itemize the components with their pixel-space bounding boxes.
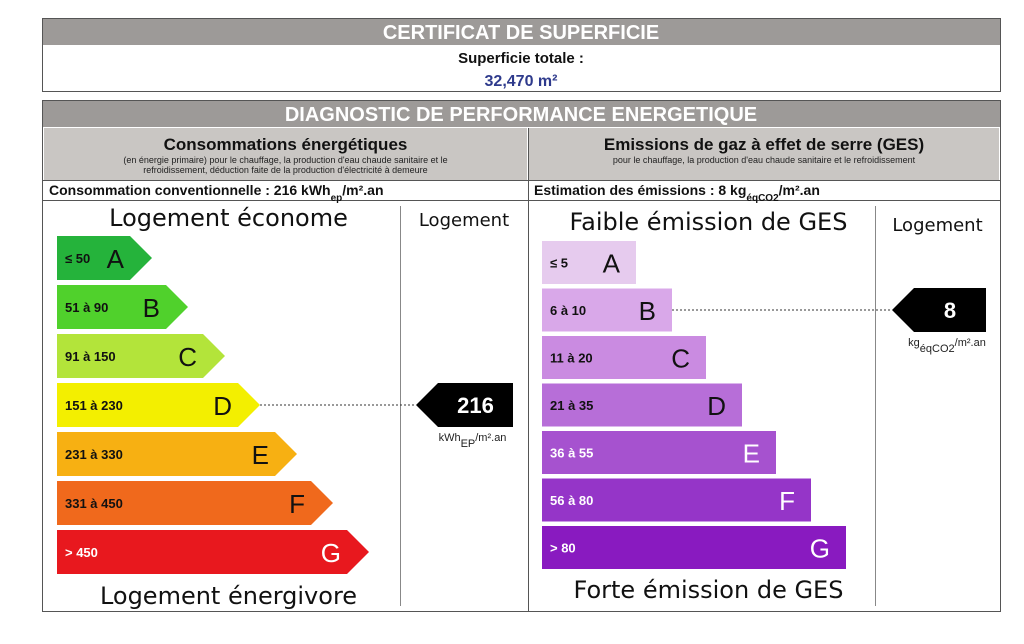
column-label: Logement: [419, 210, 509, 231]
class-range: 56 à 80: [550, 493, 593, 508]
summary-suffix: /m².an: [342, 182, 383, 198]
indicator-value: 216: [457, 393, 494, 418]
unit-sub: éqCO2: [920, 343, 955, 355]
class-bar: [542, 526, 846, 569]
class-arrow: [57, 530, 369, 574]
summary-text: Estimation des émissions : 8 kg: [534, 182, 746, 198]
certificate-title: CERTIFICAT DE SUPERFICIE: [383, 22, 659, 44]
panel-title: Emissions de gaz à effet de serre (GES): [604, 135, 924, 154]
class-range: > 450: [65, 545, 98, 560]
class-range: 11 à 20: [550, 351, 593, 366]
class-bar: [542, 478, 811, 522]
panels: Consommations énergétiques(en énergie pr…: [43, 128, 1000, 612]
certificate-header: [43, 19, 1000, 45]
top-label: Faible émission de GES: [570, 208, 848, 236]
class-arrow: [57, 383, 260, 427]
bottom-label: Forte émission de GES: [574, 576, 844, 604]
class-letter: A: [107, 244, 125, 274]
class-letter: G: [321, 538, 341, 568]
area-label: Superficie totale :: [458, 50, 584, 67]
unit-text: kWh: [439, 432, 461, 444]
unit-suffix: /m².an: [955, 337, 986, 349]
class-letter: B: [143, 293, 160, 323]
class-range: 51 à 90: [65, 300, 108, 315]
summary-sub: éqCO2: [746, 193, 779, 204]
class-letter: D: [213, 391, 232, 421]
indicator-arrow: [416, 383, 513, 427]
indicator-unit: kgéqCO2/m².an: [908, 337, 986, 355]
class-range: > 80: [550, 541, 576, 556]
class-letter: C: [178, 342, 197, 372]
summary-text: Consommation conventionnelle : 216 kWh: [49, 182, 331, 198]
indicator-unit: kWhEP/m².an: [439, 432, 507, 450]
unit-text: kg: [908, 337, 920, 349]
class-range: 331 à 450: [65, 496, 123, 511]
class-letter: A: [603, 249, 621, 279]
class-range: 231 à 330: [65, 447, 123, 462]
bottom-label: Logement énergivore: [100, 582, 357, 610]
class-letter: C: [671, 344, 690, 374]
column-label: Logement: [892, 215, 982, 236]
class-range: 36 à 55: [550, 446, 593, 461]
diagnostic-title: DIAGNOSTIC DE PERFORMANCE ENERGETIQUE: [285, 104, 757, 126]
panel-subtitle: refroidissement, déduction faite de la p…: [143, 165, 427, 175]
class-bar: [542, 241, 636, 284]
unit-suffix: /m².an: [475, 432, 506, 444]
class-letter: E: [743, 439, 760, 469]
indicator-arrow: [892, 288, 986, 332]
summary-suffix: /m².an: [779, 182, 820, 198]
class-arrow: [57, 285, 188, 329]
panel-subtitle: pour le chauffage, la production d'eau c…: [613, 155, 916, 165]
panel-header: [44, 128, 527, 180]
class-range: ≤ 50: [65, 251, 90, 266]
summary: Estimation des émissions : 8 kgéqCO2/m².…: [534, 182, 820, 204]
class-range: 151 à 230: [65, 398, 123, 413]
class-letter: B: [639, 296, 656, 326]
class-bar: [542, 383, 742, 427]
unit-sub: EP: [461, 438, 476, 450]
summary: Consommation conventionnelle : 216 kWhep…: [49, 182, 384, 204]
panel-title: Consommations énergétiques: [164, 135, 408, 154]
class-letter: E: [252, 440, 269, 470]
class-bar: [542, 288, 672, 332]
class-letter: F: [779, 486, 795, 516]
energy-panel: Consommations énergétiques(en énergie pr…: [43, 128, 528, 610]
class-range: ≤ 5: [550, 256, 568, 271]
class-range: 21 à 35: [550, 398, 593, 413]
class-letter: G: [810, 534, 830, 564]
class-bar: [542, 336, 706, 379]
panel-header: [529, 128, 999, 180]
class-bar: [542, 431, 776, 474]
class-arrow: [57, 481, 333, 525]
indicator-value: 8: [944, 298, 956, 323]
class-arrow: [57, 334, 225, 378]
class-arrow: [57, 432, 297, 476]
class-arrow: [57, 236, 152, 280]
class-range: 91 à 150: [65, 349, 116, 364]
class-letter: F: [289, 489, 305, 519]
summary-sub: ep: [331, 193, 343, 204]
diagnostic-header: [43, 101, 1000, 127]
ges-panel: Emissions de gaz à effet de serre (GES)p…: [528, 128, 1000, 606]
class-letter: D: [707, 391, 726, 421]
panel-subtitle: (en énergie primaire) pour le chauffage,…: [123, 155, 447, 165]
top-label: Logement économe: [109, 204, 348, 232]
area-value: 32,470 m²: [485, 73, 558, 90]
class-range: 6 à 10: [550, 303, 586, 318]
